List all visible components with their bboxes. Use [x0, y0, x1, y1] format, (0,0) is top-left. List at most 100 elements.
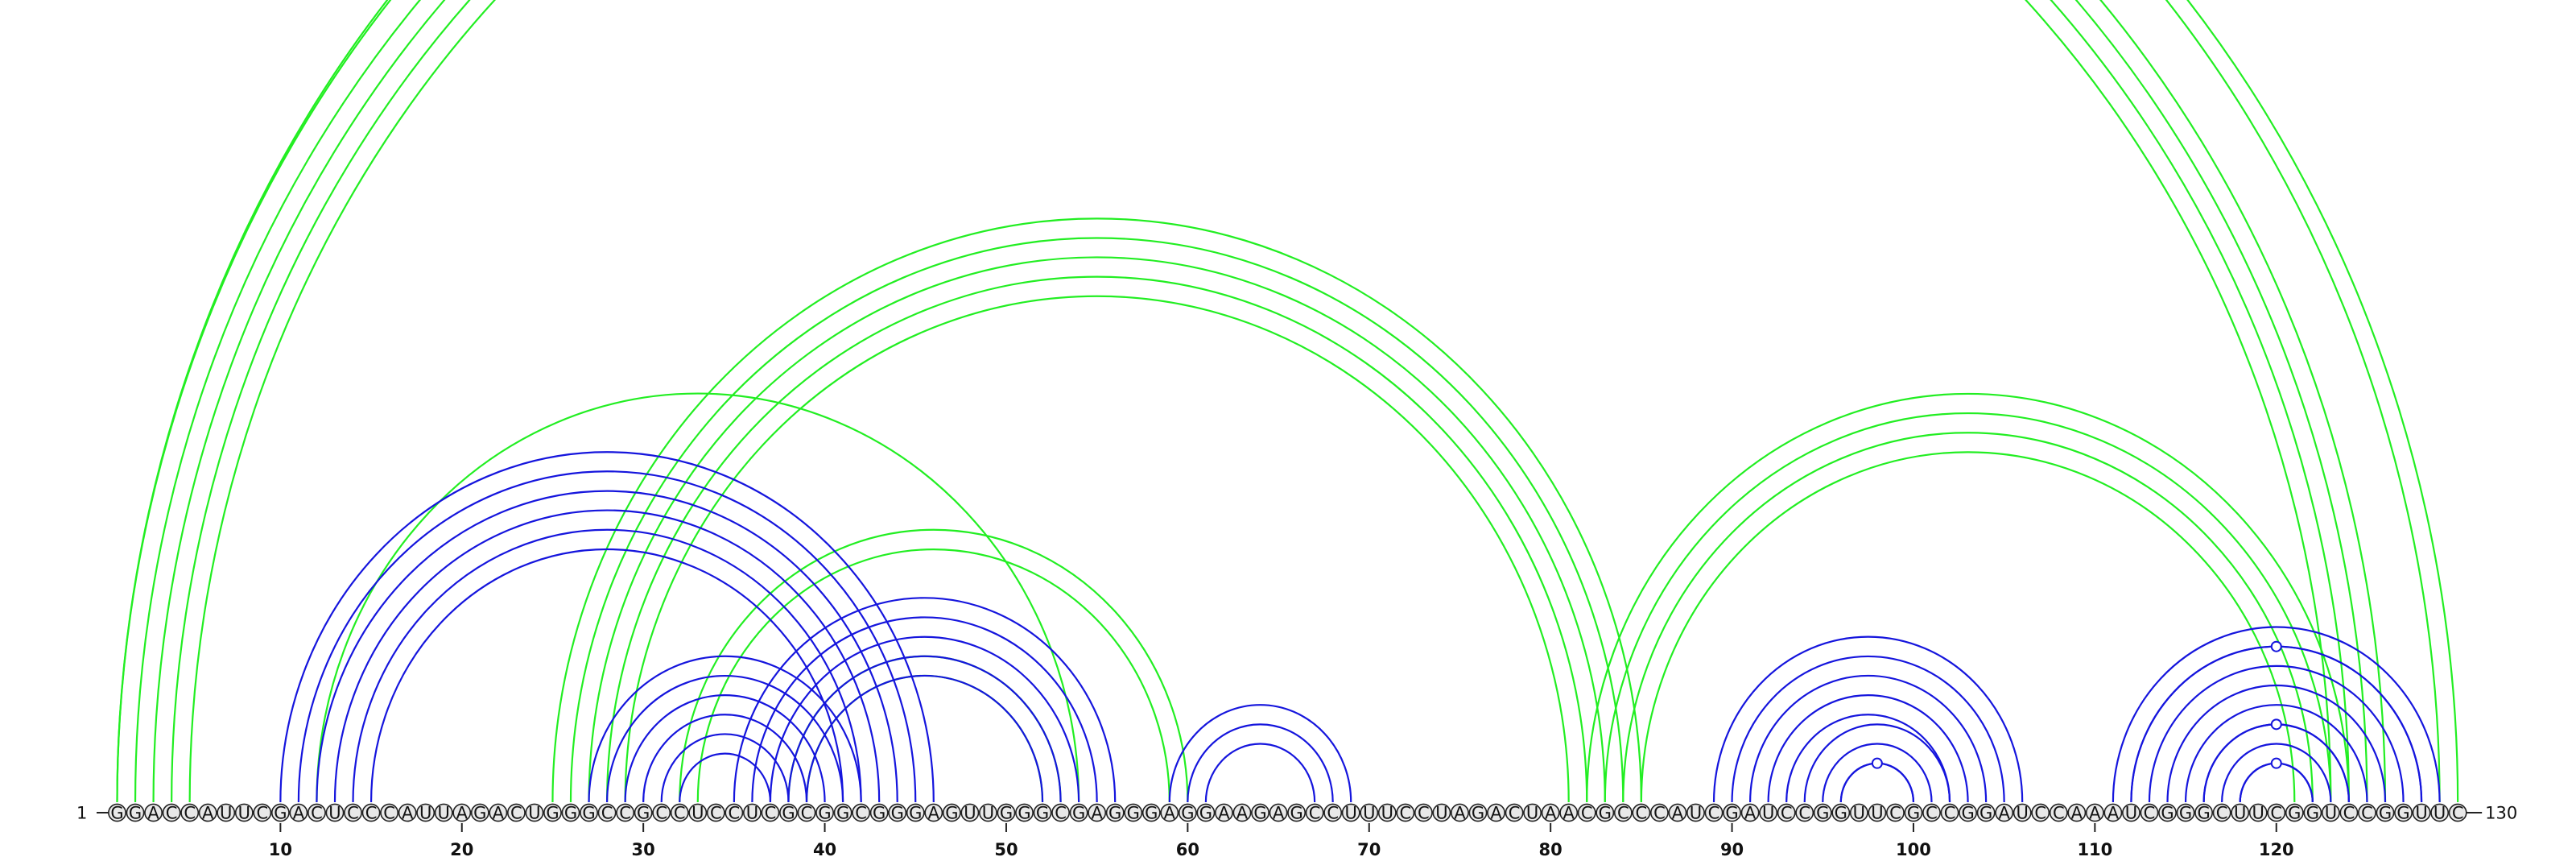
nucleotide-circle [2085, 803, 2104, 822]
nucleotide: U [2430, 804, 2450, 823]
nucleotide: U [1360, 804, 1379, 823]
base-pair-arc [660, 733, 790, 803]
nucleotide-letter: A [928, 804, 940, 823]
nucleotide: C [1777, 804, 1796, 823]
nucleotide-circle [2031, 803, 2050, 822]
nucleotide-letter: A [2089, 804, 2101, 823]
nucleotide-circle [2176, 803, 2195, 822]
nucleotide-circle [253, 803, 272, 822]
nucleotide-circle [1196, 803, 1216, 822]
nucleotide: G [1141, 804, 1161, 823]
nucleotide: C [2267, 804, 2286, 823]
nucleotide: G [543, 804, 562, 823]
nucleotide: C [2140, 804, 2159, 823]
nucleotide-circle [1487, 803, 1505, 822]
nucleotide-letter: C [510, 804, 522, 823]
base-pair-arc [2148, 664, 2405, 803]
nucleotide: A [1541, 804, 1560, 823]
nucleotide: A [452, 803, 472, 823]
nucleotide-circle [1015, 803, 1034, 822]
nucleotide-letter: G [1907, 804, 1920, 823]
nucleotide: C [2049, 804, 2068, 823]
pseudoknot-arc [152, 0, 2368, 803]
nucleotide: C [597, 804, 617, 823]
pseudoknot-arc [1586, 392, 2351, 803]
base-pair-arc [1712, 635, 2024, 803]
base-pair-arc [624, 694, 826, 803]
nucleotide-circle [489, 803, 508, 822]
nucleotide-circle [1904, 803, 1923, 822]
position-axis: 10 20 30 40 50 60 70 80 90 100 110 120 [269, 823, 2294, 859]
nucleotide-circle [470, 803, 489, 822]
nucleotide-letter: A [2071, 804, 2083, 823]
nucleotide-circle [380, 803, 399, 822]
nucleotide-letter: G [1145, 804, 1158, 823]
nucleotide: A [1668, 804, 1687, 823]
nucleotide-circle [1704, 803, 1724, 822]
nucleotide-letter: G [1000, 804, 1013, 823]
base-pair-arc [279, 451, 935, 803]
base-pair-arc [787, 655, 1062, 803]
nucleotide-letter: G [1725, 804, 1738, 823]
nucleotide-circle [2358, 803, 2376, 822]
pseudoknot-arcs [116, 0, 2459, 803]
base-pair-arc [1749, 674, 1988, 803]
nucleotide: U [1849, 804, 1868, 823]
nucleotide-circle [2158, 803, 2177, 822]
nucleotide: G [1831, 804, 1851, 823]
nucleotide-circle [1613, 803, 1633, 822]
nucleotide: G [634, 804, 653, 823]
nucleotide: U [1868, 804, 1887, 823]
pseudoknot-arc [787, 655, 1062, 803]
nucleotide-letter: G [1979, 804, 1992, 823]
nucleotide-letter: C [383, 804, 395, 823]
nucleotide: C [361, 803, 381, 823]
nucleotide-letter: U [1363, 804, 1375, 823]
nucleotide-circle [942, 803, 961, 822]
nucleotide-letter: A [293, 804, 305, 823]
nucleotide-circle [2194, 803, 2214, 822]
nucleotide-letter: G [1127, 804, 1140, 823]
base-pair-arc [1785, 714, 1951, 803]
nucleotide: U [1377, 804, 1397, 823]
nucleotide-letter: A [402, 804, 414, 823]
nucleotide-circle [960, 803, 980, 822]
nucleotide-circle [361, 803, 381, 822]
nucleotide-circle [344, 803, 362, 822]
tick-label: 30 [632, 840, 655, 857]
nucleotide-circle [162, 803, 181, 822]
base-pair-arc [2166, 684, 2387, 803]
nucleotide: G [1723, 803, 1741, 823]
nucleotide: U [743, 804, 762, 823]
base-pair-arc [1187, 723, 1334, 803]
nucleotide-circle [997, 803, 1016, 822]
nucleotide-letter: C [765, 804, 777, 823]
nucleotide-circle [852, 803, 871, 822]
nucleotide-letter: U [982, 804, 994, 823]
nucleotide: G [2176, 803, 2195, 823]
nucleotide-circle [815, 803, 834, 822]
nucleotide-letter: C [2053, 804, 2065, 823]
nucleotide-circle [506, 803, 526, 822]
nucleotide-circle [2448, 803, 2467, 822]
nucleotide: G [869, 804, 889, 823]
nucleotide-letter: A [1454, 804, 1466, 823]
nucleotide: G [1904, 803, 1923, 823]
nucleotide-letter: G [110, 804, 123, 823]
nucleotide-letter: U [1690, 804, 1702, 823]
nucleotide: G [2303, 804, 2322, 823]
nucleotide: C [852, 803, 871, 823]
nucleotide-circle [906, 803, 925, 822]
nucleotide-circle [1723, 803, 1741, 822]
nucleotide-circle [1649, 803, 1669, 822]
nucleotide: G [1468, 804, 1488, 823]
nucleotide: A [289, 804, 308, 823]
nucleotide: C [1940, 804, 1959, 823]
pseudoknot-arc [1622, 431, 2314, 803]
nucleotide-circle [1813, 803, 1832, 822]
nucleotide-letter: G [1835, 804, 1847, 823]
nucleotide-letter: C [184, 804, 196, 823]
nucleotide-circle [2212, 803, 2231, 822]
nucleotide-circle [452, 803, 472, 822]
nucleotide-letter: A [1998, 804, 2010, 823]
